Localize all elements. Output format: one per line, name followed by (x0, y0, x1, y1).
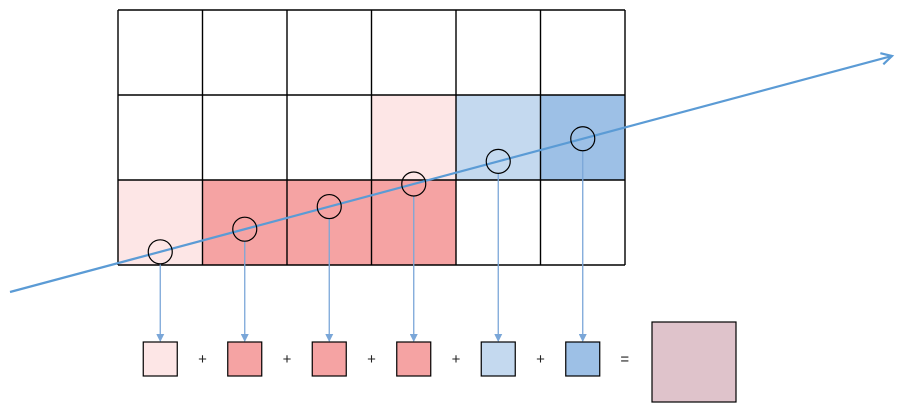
plus-operator: + (283, 351, 292, 368)
plus-operator: + (452, 351, 461, 368)
grid-cell-0-4 (456, 10, 541, 95)
sample-color-box-6 (566, 342, 600, 376)
grid-cell-1-3 (372, 95, 457, 180)
sample-color-box-3 (312, 342, 346, 376)
result-color-box (652, 322, 736, 402)
grid-cell-1-0 (118, 95, 203, 180)
grid-cell-1-1 (203, 95, 288, 180)
grid-cell-1-4 (456, 95, 541, 180)
grid-cell-1-2 (287, 95, 372, 180)
color-sum-equation: + + + + + = (143, 322, 736, 402)
grid-cell-0-3 (372, 10, 457, 95)
grid-cell-0-2 (287, 10, 372, 95)
sample-color-box-2 (228, 342, 262, 376)
grid-cell-0-1 (203, 10, 288, 95)
equals-operator: = (620, 351, 629, 368)
sample-color-box-4 (397, 342, 431, 376)
grid-cell-0-5 (541, 10, 626, 95)
plus-operator: + (536, 351, 545, 368)
plus-operator: + (367, 351, 376, 368)
grid-cell-0-0 (118, 10, 203, 95)
sample-color-box-5 (481, 342, 515, 376)
plus-operator: + (198, 351, 207, 368)
sample-color-box-1 (143, 342, 177, 376)
